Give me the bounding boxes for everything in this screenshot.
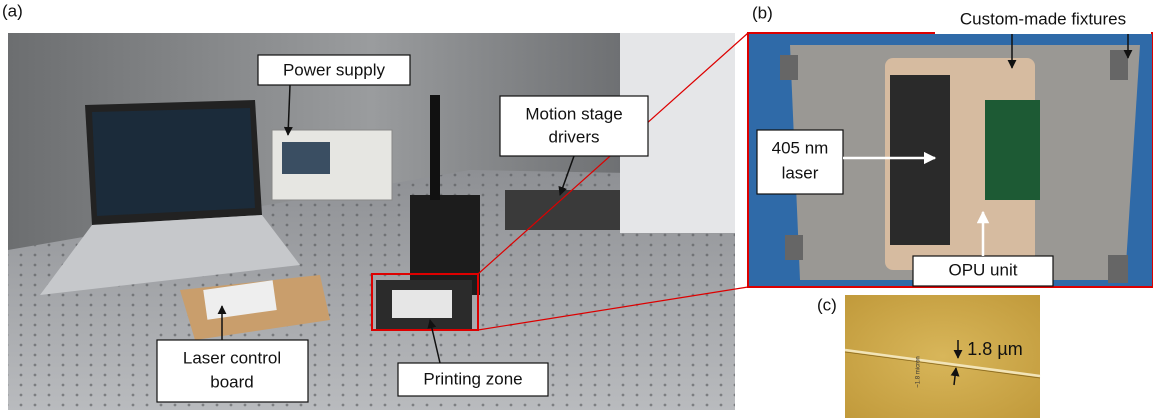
callout-text: Laser control	[183, 348, 281, 367]
scale-note: ~1.8 micron	[916, 356, 922, 388]
micrograph: 1.8 µm ~1.8 micron	[845, 295, 1040, 418]
callout-text: Power supply	[283, 60, 386, 79]
photo-setup	[8, 33, 735, 410]
callout-text: drivers	[548, 127, 599, 146]
callout-text: board	[210, 372, 253, 391]
panel-label: (a)	[2, 1, 23, 20]
panel-label: (b)	[752, 3, 773, 22]
measurement-label: 1.8 µm	[967, 339, 1022, 359]
callout-text: Custom-made fixtures	[960, 9, 1126, 28]
panel-label: (c)	[817, 295, 837, 314]
callout-text: Motion stage	[525, 104, 622, 123]
figure: (a) Power supply Motion stage drivers La…	[0, 0, 1153, 418]
callout-text: laser	[782, 163, 819, 182]
callout-text: Printing zone	[423, 369, 522, 388]
callout-text: OPU unit	[949, 260, 1018, 279]
callout-text: 405 nm	[772, 138, 829, 157]
